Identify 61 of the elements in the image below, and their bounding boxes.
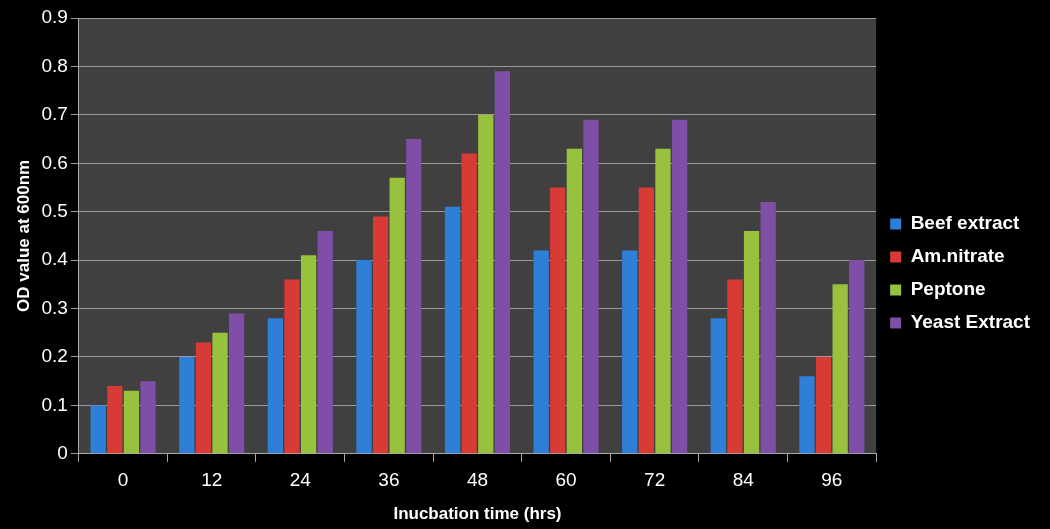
x-tick-label: 72	[644, 469, 666, 491]
legend-label: Yeast Extract	[910, 311, 1031, 333]
bar	[799, 376, 815, 454]
bar	[107, 386, 123, 454]
bar	[389, 177, 405, 454]
bar	[727, 279, 743, 454]
bar	[406, 139, 422, 454]
legend-label: Beef extract	[910, 212, 1021, 234]
bar	[267, 318, 284, 454]
bar	[638, 187, 654, 454]
y-tick-label: 0.4	[41, 248, 69, 270]
bar	[743, 231, 760, 454]
legend-label: Am.nitrate	[910, 245, 1005, 267]
bar	[195, 342, 212, 454]
bar	[300, 255, 317, 454]
bar	[815, 356, 832, 454]
bar	[179, 356, 195, 454]
legend-label: Peptone	[910, 278, 986, 300]
bar	[140, 381, 156, 454]
bar	[566, 148, 583, 454]
bar	[622, 250, 638, 454]
x-tick-label: 60	[555, 469, 577, 491]
bar	[461, 153, 477, 454]
y-tick-label: 0.6	[41, 151, 68, 173]
bar	[832, 284, 848, 454]
y-tick-label: 0.5	[41, 199, 68, 221]
bar	[760, 202, 776, 454]
bar	[444, 206, 461, 454]
y-tick-label: 0.9	[41, 6, 68, 28]
x-axis-title: Inucbation time (hrs)	[393, 504, 562, 524]
y-tick-label: 0.7	[41, 103, 68, 125]
y-tick-label: 0.1	[41, 393, 68, 415]
bar	[655, 148, 671, 454]
bar	[317, 231, 333, 454]
y-tick-label: 0.8	[41, 54, 68, 76]
bar	[90, 405, 106, 454]
x-tick-label: 24	[289, 469, 312, 491]
bar	[533, 250, 549, 454]
x-tick-label: 0	[117, 469, 129, 491]
bar	[671, 119, 688, 454]
bar	[356, 260, 372, 454]
bar	[478, 114, 494, 454]
y-tick-label: 0.3	[41, 296, 68, 318]
y-tick-label: 0	[57, 442, 68, 464]
bar	[284, 279, 300, 454]
bar	[710, 318, 726, 454]
bar	[372, 216, 389, 454]
x-tick-label: 84	[732, 469, 755, 491]
bar	[123, 390, 140, 454]
y-axis-title: OD value at 600nm	[13, 159, 33, 312]
bar	[583, 119, 599, 454]
x-tick-label: 36	[378, 469, 400, 491]
x-tick-label: 48	[466, 469, 489, 491]
bar	[550, 187, 566, 454]
bar	[228, 313, 245, 454]
bar	[494, 71, 511, 454]
bar	[212, 332, 228, 454]
x-tick-label: 96	[821, 469, 843, 491]
x-tick-label: 12	[201, 469, 223, 491]
y-tick-label: 0.2	[41, 345, 68, 367]
bar	[849, 260, 865, 454]
